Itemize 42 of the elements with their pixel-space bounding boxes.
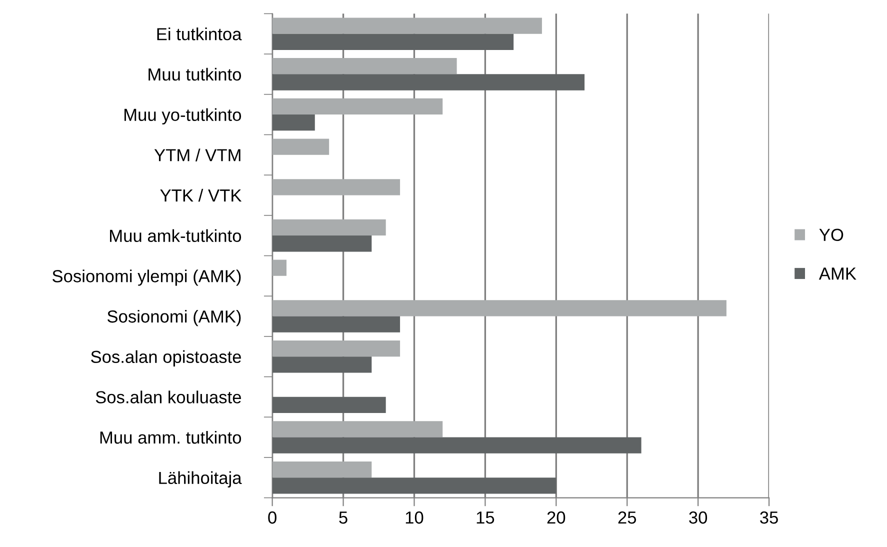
y-tick-label: Sosionomi ylempi (AMK) xyxy=(52,270,241,286)
bar xyxy=(272,138,330,155)
bar xyxy=(272,98,443,115)
x-tick-label: 0 xyxy=(268,511,276,524)
x-tick-label: 20 xyxy=(547,511,566,524)
y-tick-label: YTM / VTM xyxy=(154,148,240,162)
bar xyxy=(272,114,315,131)
y-tick-label: Muu tutkinto xyxy=(148,68,242,81)
x-tick-label: 10 xyxy=(406,511,424,524)
y-tick-label: Muu amk-tutkinto xyxy=(110,229,242,242)
bar xyxy=(272,58,457,74)
bar xyxy=(272,34,514,50)
bar xyxy=(272,437,642,454)
bar xyxy=(272,478,556,494)
x-tick-label: 35 xyxy=(760,511,778,524)
x-tick-label: 5 xyxy=(339,512,348,524)
bar xyxy=(272,260,286,276)
bar xyxy=(272,340,400,357)
y-tick-label: YTK / VTK xyxy=(160,188,242,202)
y-tick-label: Muu yo-tutkinto xyxy=(124,108,242,124)
y-tick-label: Sos.alan kouluaste xyxy=(96,390,241,404)
bar xyxy=(272,461,372,478)
legend-label: YO xyxy=(819,228,844,242)
x-tick-label: 15 xyxy=(476,512,494,524)
bar xyxy=(272,18,542,34)
y-tick-label: Sos.alan opistoaste xyxy=(91,350,241,366)
y-tick-label: Sosionomi (AMK) xyxy=(107,310,241,326)
x-tick-label: 25 xyxy=(618,511,636,524)
y-tick-label: Lähihoitaja xyxy=(159,471,242,488)
bar xyxy=(272,396,386,414)
bar xyxy=(272,74,585,90)
bar xyxy=(272,179,400,196)
bar xyxy=(272,236,372,252)
bar xyxy=(272,356,372,373)
bar xyxy=(272,300,726,316)
legend-label: AMK xyxy=(818,268,856,280)
x-tick-label: 30 xyxy=(689,511,708,524)
y-tick-label: Muu amm. tutkinto xyxy=(100,430,242,444)
bar xyxy=(272,421,443,438)
bar xyxy=(272,219,386,236)
bar xyxy=(272,316,400,332)
y-tick-label: Ei tutkintoa xyxy=(157,28,242,40)
